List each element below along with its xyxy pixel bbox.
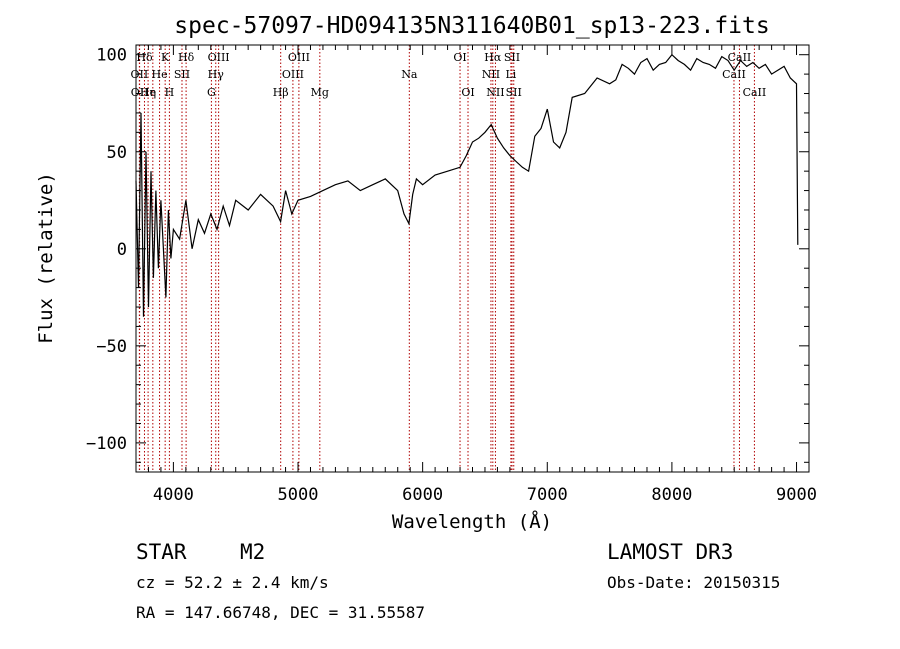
line-label: OIII	[208, 51, 230, 64]
line-label: CaII	[728, 51, 752, 64]
x-tick-label: 5000	[278, 485, 319, 505]
plot-frame	[135, 44, 810, 473]
x-tick-label: 8000	[651, 485, 692, 505]
line-label: Hβ	[273, 86, 289, 99]
line-label: CaII	[743, 86, 767, 99]
object-subclass: M2	[240, 540, 265, 564]
line-label: Hδ	[178, 51, 195, 64]
x-axis-label: Wavelength (Å)	[392, 510, 552, 533]
line-label: He	[152, 68, 168, 81]
line-label: NII	[486, 86, 504, 99]
x-tick-labels: 4000 5000 6000 7000 8000 9000	[153, 485, 817, 505]
line-label: η	[150, 86, 157, 99]
observation-date: Obs-Date: 20150315	[607, 573, 780, 592]
line-label: SII	[506, 86, 522, 99]
y-tick-label: 50	[107, 143, 127, 163]
y-tick-label: 0	[117, 240, 127, 260]
y-tick-label: 100	[96, 46, 127, 66]
y-tick-label: −100	[86, 434, 127, 454]
line-label: OI	[461, 86, 474, 99]
line-label: Hδ	[136, 51, 153, 64]
line-label: NII	[482, 68, 500, 81]
line-label: Li	[505, 68, 516, 81]
line-label: Hα	[484, 51, 502, 64]
chart-title: spec-57097-HD094135N311640B01_sp13-223.f…	[174, 13, 769, 39]
emission-line-markers	[138, 45, 755, 472]
ra-dec: RA = 147.66748, DEC = 31.55587	[136, 603, 425, 622]
line-label: He	[140, 86, 156, 99]
survey-name: LAMOST DR3	[607, 540, 733, 564]
spectrum-line	[135, 53, 799, 317]
line-label: SII	[504, 51, 520, 64]
line-label: OI	[453, 51, 466, 64]
line-label: OIII	[288, 51, 310, 64]
x-tick-label: 6000	[402, 485, 443, 505]
y-tick-label: −50	[96, 337, 127, 357]
line-label: SII	[174, 68, 190, 81]
line-label: H	[165, 86, 175, 99]
line-label: G	[207, 86, 216, 99]
redshift-cz: cz = 52.2 ± 2.4 km/s	[136, 573, 329, 592]
line-label: Mg	[311, 86, 329, 99]
x-tick-label: 9000	[776, 485, 817, 505]
line-label: OIII	[282, 68, 304, 81]
line-label: Na	[401, 68, 418, 81]
line-label: K	[161, 51, 170, 64]
y-tick-labels: −100 −50 0 50 100	[86, 46, 127, 454]
line-label: Hγ	[208, 68, 225, 81]
line-label: OII	[131, 86, 149, 99]
x-tick-label: 4000	[153, 485, 194, 505]
line-label: CaII	[722, 68, 746, 81]
y-axis-label: Flux (relative)	[35, 172, 57, 344]
x-tick-label: 7000	[527, 485, 568, 505]
axis-ticks	[136, 45, 809, 472]
object-class: STAR	[136, 540, 187, 564]
